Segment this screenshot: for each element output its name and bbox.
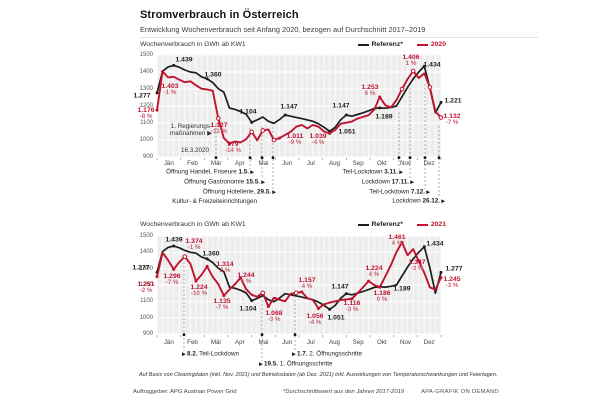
- data-point-dot: [328, 307, 332, 311]
- event-dot: [214, 156, 218, 160]
- event-dot: [293, 333, 297, 337]
- data-point-dot: [155, 91, 159, 95]
- header-divider: [140, 37, 538, 38]
- footnote: Auf Basis von Clearingdaten (inkl. Nov. …: [139, 372, 498, 378]
- event-dot: [437, 156, 441, 160]
- data-point-dot: [417, 259, 421, 263]
- data-point-dot: [439, 270, 443, 274]
- data-point-dot: [227, 142, 231, 146]
- data-point-dot: [205, 257, 209, 261]
- data-point-dot: [328, 131, 332, 135]
- open-data-marker: [438, 115, 444, 120]
- footer-credit: APA-GRAFIK ON DEMAND: [421, 389, 499, 395]
- page-subtitle: Entwicklung Wochenverbrauch seit Anfang …: [140, 25, 426, 34]
- event-dot: [271, 156, 275, 160]
- data-point-dot: [172, 63, 176, 67]
- 2020-line: [156, 70, 442, 145]
- footer-reference-note: *Durchschnittswert aus den Jahren 2017-2…: [283, 389, 405, 395]
- open-data-marker: [293, 290, 299, 296]
- data-point-dot: [439, 276, 443, 280]
- data-point-dot: [367, 279, 371, 283]
- data-point-dot: [194, 279, 198, 283]
- data-point-dot: [172, 244, 176, 248]
- data-point-dot: [400, 240, 404, 244]
- open-data-marker: [182, 254, 188, 259]
- data-point-dot: [250, 299, 254, 303]
- data-point-dot: [344, 113, 348, 117]
- open-data-marker: [260, 290, 266, 296]
- data-point-dot: [161, 69, 165, 73]
- data-point-dot: [378, 95, 382, 99]
- data-point-dot: [300, 290, 304, 294]
- event-dot: [423, 156, 427, 160]
- data-point-dot: [239, 276, 243, 280]
- event-dot: [260, 156, 264, 160]
- data-point-dot: [439, 100, 443, 104]
- referenz-line: [156, 64, 442, 133]
- data-point-dot: [155, 275, 159, 279]
- event-dot: [248, 156, 252, 160]
- data-point-dot: [205, 264, 209, 268]
- open-data-marker: [271, 137, 277, 143]
- open-data-marker: [427, 85, 433, 90]
- event-dot: [260, 333, 264, 337]
- event-dot: [182, 333, 186, 337]
- event-dot: [408, 156, 412, 160]
- data-point-dot: [316, 307, 320, 311]
- data-point-dot: [222, 294, 226, 298]
- data-point-dot: [266, 305, 270, 309]
- data-point-dot: [205, 77, 209, 81]
- referenz-line: [156, 245, 442, 311]
- open-data-marker: [215, 116, 221, 121]
- open-data-marker: [249, 129, 254, 135]
- data-point-dot: [283, 113, 287, 117]
- data-point-dot: [378, 285, 382, 289]
- data-point-dot: [422, 245, 426, 249]
- open-data-marker: [410, 68, 416, 74]
- data-point-dot: [250, 120, 254, 124]
- data-point-dot: [278, 136, 282, 140]
- data-point-dot: [350, 297, 354, 301]
- open-data-marker: [399, 86, 405, 92]
- page-title: Stromverbrauch in Österreich: [140, 9, 299, 21]
- 2021-line: [156, 241, 442, 310]
- data-point-dot: [155, 108, 159, 112]
- data-point-dot: [344, 292, 348, 296]
- footer-client: Auftraggeber: APG Austrian Power Grid: [133, 389, 237, 395]
- event-dot: [397, 156, 401, 160]
- data-point-dot: [172, 267, 176, 271]
- data-point-dot: [378, 106, 382, 110]
- open-data-marker: [260, 128, 266, 133]
- data-point-dot: [422, 64, 426, 68]
